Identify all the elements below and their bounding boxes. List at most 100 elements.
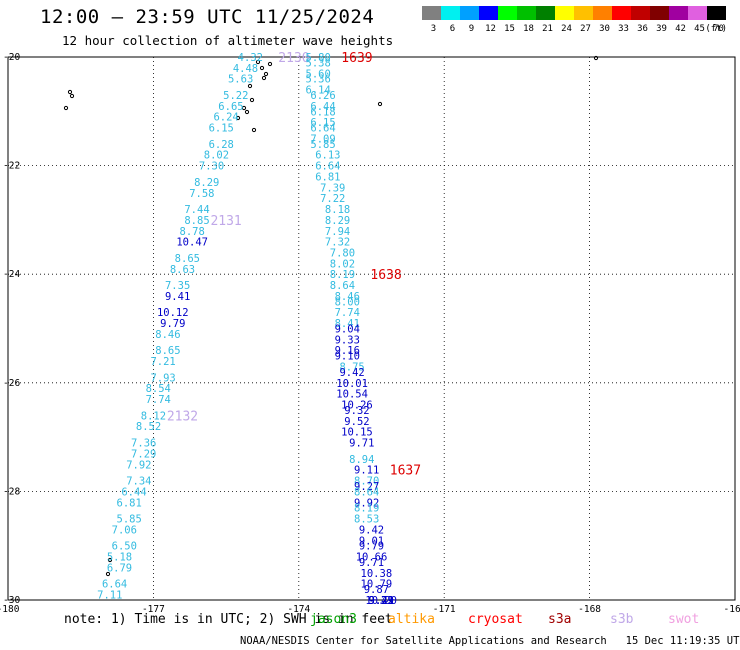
wave-height-label: 8.75 bbox=[339, 362, 364, 374]
wave-height-label: 7.39 bbox=[320, 182, 345, 194]
wave-height-label: 6.65 bbox=[218, 101, 243, 113]
wave-height-label: 8.12 bbox=[141, 410, 166, 422]
wave-height-label: 9.72 bbox=[369, 595, 394, 607]
legend-swatch bbox=[612, 6, 631, 20]
legend-swatch bbox=[498, 6, 517, 20]
wave-height-label: 7.32 bbox=[325, 237, 350, 249]
wave-height-label: 8.70 bbox=[354, 476, 379, 488]
wave-height-label: 7.74 bbox=[335, 307, 360, 319]
wave-height-label: 5.80 bbox=[306, 52, 331, 64]
wave-height-label: 8.64 bbox=[330, 280, 355, 292]
wave-height-label: 8.02 bbox=[204, 150, 229, 162]
axis-ticks: -180 -177 -174 -171 -168 -165 -20 -22 -24 -26 -28 -… bbox=[0, 52, 740, 615]
note-text: note: 1) Time is in UTC; 2) SWH is in fe… bbox=[64, 612, 393, 627]
island-outline bbox=[263, 71, 269, 77]
wave-height-label: 8.85 bbox=[184, 215, 209, 227]
chart-subtitle: 12 hour collection of altimeter wave hei… bbox=[62, 33, 394, 48]
wave-height-label: 9.42 bbox=[339, 367, 364, 379]
wave-height-label: 6.64 bbox=[102, 579, 127, 591]
satellite-s3a: s3a bbox=[548, 612, 572, 627]
wave-height-label: 7.21 bbox=[150, 356, 175, 368]
legend-swatch bbox=[688, 6, 707, 20]
wave-height-label: 7.29 bbox=[131, 448, 156, 460]
island-outline bbox=[255, 59, 261, 65]
wave-height-label: 9.79 bbox=[359, 541, 384, 553]
island-outline bbox=[267, 61, 273, 67]
satellite-swot: swot bbox=[668, 612, 700, 627]
wave-height-label: 7.36 bbox=[131, 438, 156, 450]
legend-swatch bbox=[536, 6, 555, 20]
wave-height-label: 8.29 bbox=[325, 215, 350, 227]
wave-height-label: 8.63 bbox=[170, 264, 195, 276]
legend-swatch bbox=[555, 6, 574, 20]
wave-height-label: 6.81 bbox=[117, 497, 142, 509]
wave-height-label: 10.54 bbox=[336, 389, 368, 401]
legend-bin-label: 39 bbox=[656, 24, 667, 34]
wave-height-label: 8.53 bbox=[354, 514, 379, 526]
legend-bin-label: 30 bbox=[599, 24, 610, 34]
legend-bin-label: 27 bbox=[580, 24, 591, 34]
satellite-altika: altika bbox=[388, 612, 435, 627]
wave-height-label: 7.30 bbox=[199, 161, 224, 173]
wave-height-label: 7.06 bbox=[112, 524, 137, 536]
legend-swatch bbox=[517, 6, 536, 20]
legend-swatch bbox=[650, 6, 669, 20]
island-outline bbox=[593, 55, 599, 61]
wave-height-label: 7.34 bbox=[126, 476, 151, 488]
legend-bin-label: 70 bbox=[713, 24, 724, 34]
wave-height-label: 7.80 bbox=[330, 247, 355, 259]
wave-height-label: 5.63 bbox=[228, 74, 253, 86]
wave-height-label: 8.29 bbox=[194, 177, 219, 189]
wave-height-label: 8.52 bbox=[136, 421, 161, 433]
wave-height-label: 6.15 bbox=[310, 117, 335, 129]
wave-height-label: 10.20 bbox=[365, 595, 397, 607]
legend-swatch bbox=[707, 6, 726, 20]
wave-height-label: 8.19 bbox=[330, 269, 355, 281]
island-outline bbox=[241, 105, 247, 111]
legend-swatch bbox=[422, 6, 441, 20]
wave-height-label: 7.94 bbox=[325, 226, 350, 238]
x-tick-label: -171 bbox=[433, 604, 456, 615]
x-tick-label: -174 bbox=[287, 604, 310, 615]
wave-height-label: 8.94 bbox=[349, 454, 374, 466]
wave-height-label: 10.47 bbox=[176, 237, 208, 249]
wave-height-label: 8.46 bbox=[155, 329, 180, 341]
chart-title: 12:00 — 23:59 UTC 11/25/2024 bbox=[40, 6, 375, 28]
wave-height-label: 9.11 bbox=[354, 465, 379, 477]
legend-bin-label: 18 bbox=[523, 24, 534, 34]
wave-height-label: 5.36 bbox=[306, 74, 331, 86]
pass-time-label: 2131 bbox=[210, 214, 241, 229]
plot-border bbox=[7, 56, 736, 601]
wave-height-label: 9.49 bbox=[369, 595, 394, 607]
x-tick-label: -165 bbox=[724, 604, 740, 615]
color-legend: 3 6 9 12 15 18 21 24 27 30 33 36 39 42 45 70(ft) bbox=[422, 6, 727, 34]
wave-height-label: 6.64 bbox=[310, 123, 335, 135]
wave-height-label: 9.92 bbox=[354, 497, 379, 509]
wave-height-label: 9.32 bbox=[344, 405, 369, 417]
island-outline bbox=[69, 93, 75, 99]
wave-height-label: 10.01 bbox=[336, 378, 368, 390]
wave-height-label: 6.24 bbox=[213, 112, 238, 124]
pass-time-label: 1638 bbox=[370, 268, 401, 283]
wave-height-points: 4.324.485.635.226.656.246.156.288.027.30… bbox=[97, 51, 421, 607]
wave-height-label: 8.00 bbox=[335, 296, 360, 308]
wave-height-label: 4.48 bbox=[233, 63, 258, 75]
wave-height-label: 8.54 bbox=[146, 383, 171, 395]
wave-height-label: 7.22 bbox=[320, 193, 345, 205]
wave-height-label: 6.13 bbox=[315, 150, 340, 162]
island-outline bbox=[63, 105, 69, 111]
wave-height-label: 6.44 bbox=[310, 101, 335, 113]
wave-height-label: 9.01 bbox=[359, 535, 384, 547]
legend-bin-label: 3 bbox=[431, 24, 436, 34]
wave-height-label: 9.10 bbox=[335, 351, 360, 363]
y-tick-label: -20 bbox=[3, 52, 20, 63]
legend-bin-label: 42 bbox=[675, 24, 686, 34]
wave-height-label: 9.33 bbox=[335, 334, 360, 346]
wave-height-label: 9.41 bbox=[165, 291, 190, 303]
island-outline bbox=[261, 75, 267, 81]
wave-height-label: 7.92 bbox=[126, 459, 151, 471]
y-tick-label: -30 bbox=[3, 595, 20, 606]
map-frame bbox=[7, 56, 736, 601]
wave-height-label: 6.64 bbox=[315, 161, 340, 173]
wave-height-label: 5.85 bbox=[117, 514, 142, 526]
